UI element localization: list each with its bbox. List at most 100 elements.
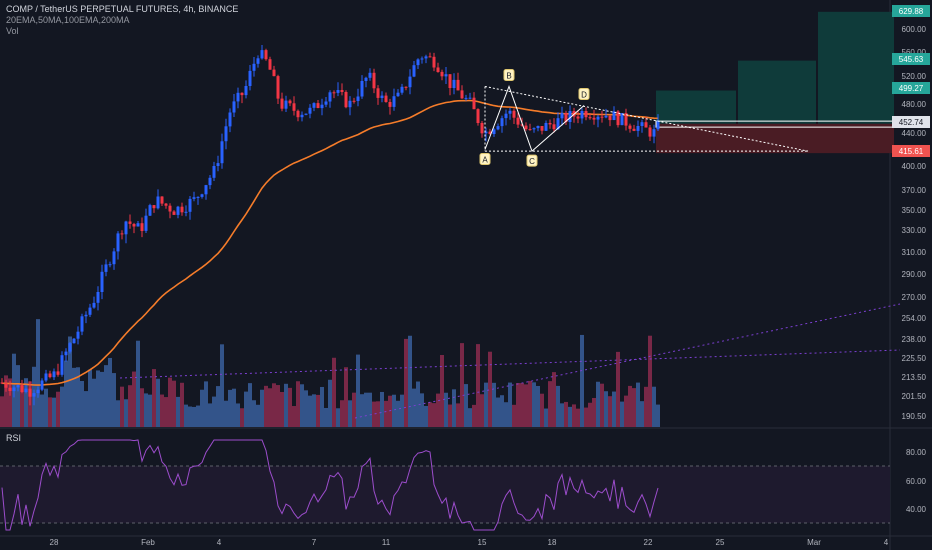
price-tick-label: 290.00 xyxy=(902,270,927,279)
candle-body xyxy=(56,371,60,375)
volume-bar xyxy=(400,394,404,427)
ema-line xyxy=(1,99,659,386)
rsi-label[interactable]: RSI xyxy=(6,433,22,443)
indicator-list[interactable]: 20EMA,50MA,100EMA,200MA xyxy=(6,15,130,25)
candle-body xyxy=(380,95,384,98)
candle-body xyxy=(12,387,16,392)
candle-body xyxy=(8,387,12,391)
volume-bar xyxy=(148,394,152,427)
volume-bar xyxy=(528,380,532,427)
candle-body xyxy=(448,74,452,88)
candle-body xyxy=(512,110,516,118)
abcd-pattern: A B C D xyxy=(479,69,809,167)
price-tick-label: 480.00 xyxy=(902,100,927,109)
candle-body xyxy=(104,264,108,272)
volume-bar xyxy=(596,381,600,427)
candle-body xyxy=(268,59,272,70)
volume-label[interactable]: Vol xyxy=(6,26,19,36)
volume-bar xyxy=(188,406,192,427)
volume-bar xyxy=(384,400,388,427)
price-label-badge xyxy=(892,5,930,17)
candle-body xyxy=(648,127,652,137)
candle-body xyxy=(28,388,32,397)
candle-body xyxy=(248,70,252,86)
candle-body xyxy=(524,125,528,130)
candle-body xyxy=(300,114,304,118)
volume-bar xyxy=(532,382,536,427)
candle-body xyxy=(240,92,244,96)
price-label-badge xyxy=(892,145,930,157)
volume-bar xyxy=(60,386,64,427)
time-tick-label: 11 xyxy=(382,538,391,547)
candle-body xyxy=(176,206,180,215)
volume-bar xyxy=(96,370,100,427)
price-tick-label: 270.00 xyxy=(902,293,927,302)
volume-bar xyxy=(408,335,412,427)
price-label-text: 629.88 xyxy=(899,7,924,16)
volume-bar xyxy=(216,386,220,427)
price-tick-label: 350.00 xyxy=(902,206,927,215)
price-tick-label: 254.00 xyxy=(902,314,927,323)
volume-bar xyxy=(372,401,376,427)
price-axis[interactable]: 600.00 560.00 520.00 480.00 440.00 400.00 370.… xyxy=(892,5,930,421)
volume-bar xyxy=(448,404,452,427)
volume-bar xyxy=(508,382,512,427)
volume-bar xyxy=(440,355,444,427)
symbol-title[interactable]: COMP / TetherUS PERPETUAL FUTURES, 4h, B… xyxy=(6,4,239,14)
candle-body xyxy=(468,97,472,99)
volume-bar xyxy=(536,385,540,427)
volume-bar xyxy=(260,389,264,427)
candle-body xyxy=(64,351,68,356)
candle-body xyxy=(36,389,40,394)
time-tick-label: 7 xyxy=(312,538,317,547)
volume-bar xyxy=(332,357,336,427)
candle-body xyxy=(360,81,364,97)
volume-bar xyxy=(432,403,436,427)
candle-body xyxy=(612,111,616,120)
rsi-line xyxy=(1,439,659,531)
volume-bar xyxy=(472,404,476,427)
candle-body xyxy=(452,79,456,88)
volume-bar xyxy=(176,396,180,427)
volume-bar xyxy=(644,386,648,427)
volume-bar xyxy=(212,396,216,427)
volume-bar xyxy=(4,375,8,427)
candle-body xyxy=(392,96,396,107)
time-tick-label: 28 xyxy=(50,538,59,547)
candle-body xyxy=(464,97,468,99)
time-tick-label: 4 xyxy=(217,538,222,547)
volume-bar xyxy=(492,382,496,427)
price-label-text: 452.74 xyxy=(899,118,924,127)
volume-bar xyxy=(564,401,568,427)
volume-bar xyxy=(284,383,288,427)
volume-bar xyxy=(272,383,276,427)
volume-bar xyxy=(580,334,584,427)
volume-bar xyxy=(120,386,124,427)
volume-bar xyxy=(396,400,400,427)
candle-body xyxy=(424,56,428,59)
volume-bar xyxy=(68,336,72,427)
candle-body xyxy=(132,224,136,227)
volume-bar xyxy=(100,371,104,427)
time-axis[interactable]: 28 Feb 4 7 11 15 18 22 25 Mar 4 xyxy=(50,538,889,547)
pattern-point-d: D xyxy=(581,90,587,99)
candle-body xyxy=(184,211,188,213)
volume-bar xyxy=(404,338,408,427)
volume-bar xyxy=(344,367,348,427)
volume-bar xyxy=(168,377,172,427)
volume-bar xyxy=(600,383,604,427)
candle-body xyxy=(0,382,4,384)
candle-body xyxy=(40,380,44,390)
candle-body xyxy=(152,205,156,209)
volume-bar xyxy=(464,384,468,427)
volume-bar xyxy=(152,369,156,427)
volume-bar xyxy=(104,365,108,427)
candle-body xyxy=(496,126,500,130)
candle-body xyxy=(60,355,64,375)
price-label-badge xyxy=(892,53,930,65)
candle-body xyxy=(200,194,204,197)
time-tick-label: 15 xyxy=(478,538,487,547)
price-tick-label: 560.00 xyxy=(902,48,927,57)
volume-bar xyxy=(244,391,248,427)
